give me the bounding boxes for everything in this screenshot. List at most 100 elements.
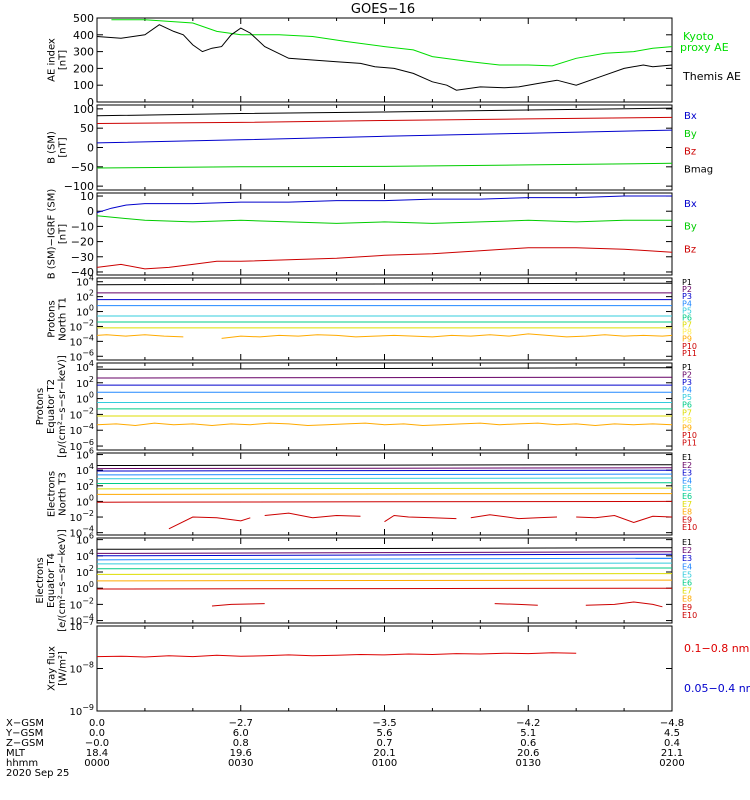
legend-item: E6 bbox=[682, 579, 692, 588]
y-tick-label: 300 bbox=[73, 46, 94, 59]
legend-item: E4 bbox=[682, 476, 692, 485]
y-tick-label: 106 bbox=[76, 447, 94, 462]
series-kyoto-proxy-ae bbox=[111, 19, 673, 67]
ephem-row-label: MLT bbox=[6, 748, 26, 759]
y-tick-label: 100 bbox=[76, 493, 94, 508]
legend-item: By bbox=[684, 222, 697, 233]
y-tick-label: 10−4 bbox=[69, 422, 94, 437]
ephem-value: 0.0 bbox=[89, 728, 105, 739]
y-tick-label: 104 bbox=[76, 359, 94, 374]
legend-item: P5 bbox=[682, 393, 692, 402]
panel-frame bbox=[96, 362, 673, 451]
legend-item: P8 bbox=[682, 416, 692, 425]
series-e2 bbox=[96, 551, 673, 554]
series-p2 bbox=[96, 376, 673, 379]
chart-title: GOES−16 bbox=[351, 2, 415, 17]
legend-item: Bx bbox=[684, 199, 697, 210]
legend-item: P10 bbox=[682, 431, 697, 440]
series-p1 bbox=[96, 367, 673, 370]
legend-item: E4 bbox=[682, 562, 692, 571]
y-tick-label: 10−9 bbox=[69, 703, 94, 718]
legend-item: Bmag bbox=[684, 164, 713, 175]
legend-item: P11 bbox=[682, 438, 697, 447]
y-tick-label: 10−6 bbox=[69, 348, 94, 363]
series-bmag bbox=[96, 107, 673, 117]
series-bz bbox=[96, 116, 673, 124]
y-axis-label: [nT] bbox=[58, 137, 69, 157]
legend-item: Bx bbox=[684, 111, 697, 122]
ephem-value: 21.1 bbox=[661, 748, 683, 759]
y-tick-label: 10−4 bbox=[69, 613, 94, 628]
y-tick-label: 102 bbox=[76, 375, 94, 390]
series-e3 bbox=[96, 469, 673, 472]
series-e10 bbox=[211, 601, 663, 608]
y-axis-label: [p/(cm²−s−sr−keV)] bbox=[57, 355, 68, 458]
y-tick-label: 0 bbox=[87, 205, 94, 218]
ephem-value: 0.7 bbox=[377, 738, 393, 749]
ephem-row-label: hhmm bbox=[6, 758, 38, 769]
series-e8 bbox=[96, 579, 673, 582]
y-tick-label: 10−2 bbox=[69, 596, 94, 611]
y-axis-label: North T1 bbox=[58, 297, 69, 341]
ephem-value: 0130 bbox=[516, 758, 541, 769]
legend-item: P3 bbox=[682, 378, 692, 387]
y-tick-label: −30 bbox=[71, 251, 94, 264]
legend-item: E7 bbox=[682, 500, 692, 509]
ephem-value: 5.1 bbox=[520, 728, 536, 739]
series-p8 bbox=[96, 422, 673, 427]
panel-frame bbox=[96, 17, 673, 103]
legend-item: P11 bbox=[682, 349, 697, 358]
legend-item: P10 bbox=[682, 342, 697, 351]
y-axis-label: North T3 bbox=[58, 472, 69, 516]
legend-item: E9 bbox=[682, 515, 692, 524]
ephem-row-label: X−GSM bbox=[6, 718, 44, 729]
ephem-value: 0.8 bbox=[233, 738, 249, 749]
panel-frame bbox=[96, 104, 673, 191]
legend-item: P4 bbox=[682, 386, 692, 395]
y-tick-label: −20 bbox=[71, 236, 94, 249]
legend-item: E2 bbox=[682, 461, 692, 470]
series-e5 bbox=[96, 477, 673, 480]
series-e2 bbox=[96, 467, 673, 470]
y-tick-label: 102 bbox=[76, 478, 94, 493]
y-tick-label: 200 bbox=[73, 62, 94, 75]
ephemeris-table: X−GSMY−GSMZ−GSMMLThhmm0.00.0−0.018.40000… bbox=[5, 718, 685, 779]
y-tick-label: 10−2 bbox=[69, 318, 94, 333]
y-axis-label: Electrons bbox=[35, 557, 46, 603]
y-tick-label: 100 bbox=[76, 580, 94, 595]
y-axis-label: Electrons bbox=[47, 471, 58, 517]
series-p1 bbox=[96, 282, 673, 286]
legend-item: proxy AE bbox=[680, 41, 729, 54]
ephem-value: 0030 bbox=[228, 758, 253, 769]
y-tick-label: −50 bbox=[71, 161, 94, 174]
y-tick-label: 102 bbox=[76, 564, 94, 579]
legend-item: P8 bbox=[682, 328, 692, 337]
ephem-value: 0.4 bbox=[664, 738, 680, 749]
series-bx bbox=[96, 195, 672, 214]
y-tick-label: 106 bbox=[76, 532, 94, 547]
legend-item: E8 bbox=[682, 595, 692, 604]
legend-item: By bbox=[684, 129, 697, 140]
legend-item: 0.05−0.4 nm bbox=[684, 682, 750, 695]
series-e4 bbox=[96, 557, 673, 561]
panel-frame bbox=[96, 192, 673, 276]
legend-item: P6 bbox=[682, 313, 692, 322]
ephem-value: −2.7 bbox=[229, 718, 253, 729]
ephem-value: 0.0 bbox=[89, 718, 105, 729]
y-axis-label: AE index bbox=[47, 38, 58, 82]
ephem-value: 0200 bbox=[659, 758, 684, 769]
y-tick-label: 10−4 bbox=[69, 333, 94, 348]
y-axis-label: B (SM)−IGRF (SM) bbox=[47, 189, 58, 280]
y-tick-label: 10−4 bbox=[69, 525, 94, 540]
series-p8 bbox=[96, 333, 673, 339]
legend-item: E9 bbox=[682, 603, 692, 612]
panel-bsm: −100 −50 0 50 100 B (SM) [nT] Bx By Bz Bmag bbox=[47, 103, 714, 193]
ephem-value: 20.1 bbox=[373, 748, 395, 759]
ephem-date: 2020 Sep 25 bbox=[6, 768, 69, 779]
y-tick-label: 104 bbox=[76, 548, 94, 563]
y-tick-label: 10−2 bbox=[69, 406, 94, 421]
y-tick-label: 0 bbox=[87, 142, 94, 155]
